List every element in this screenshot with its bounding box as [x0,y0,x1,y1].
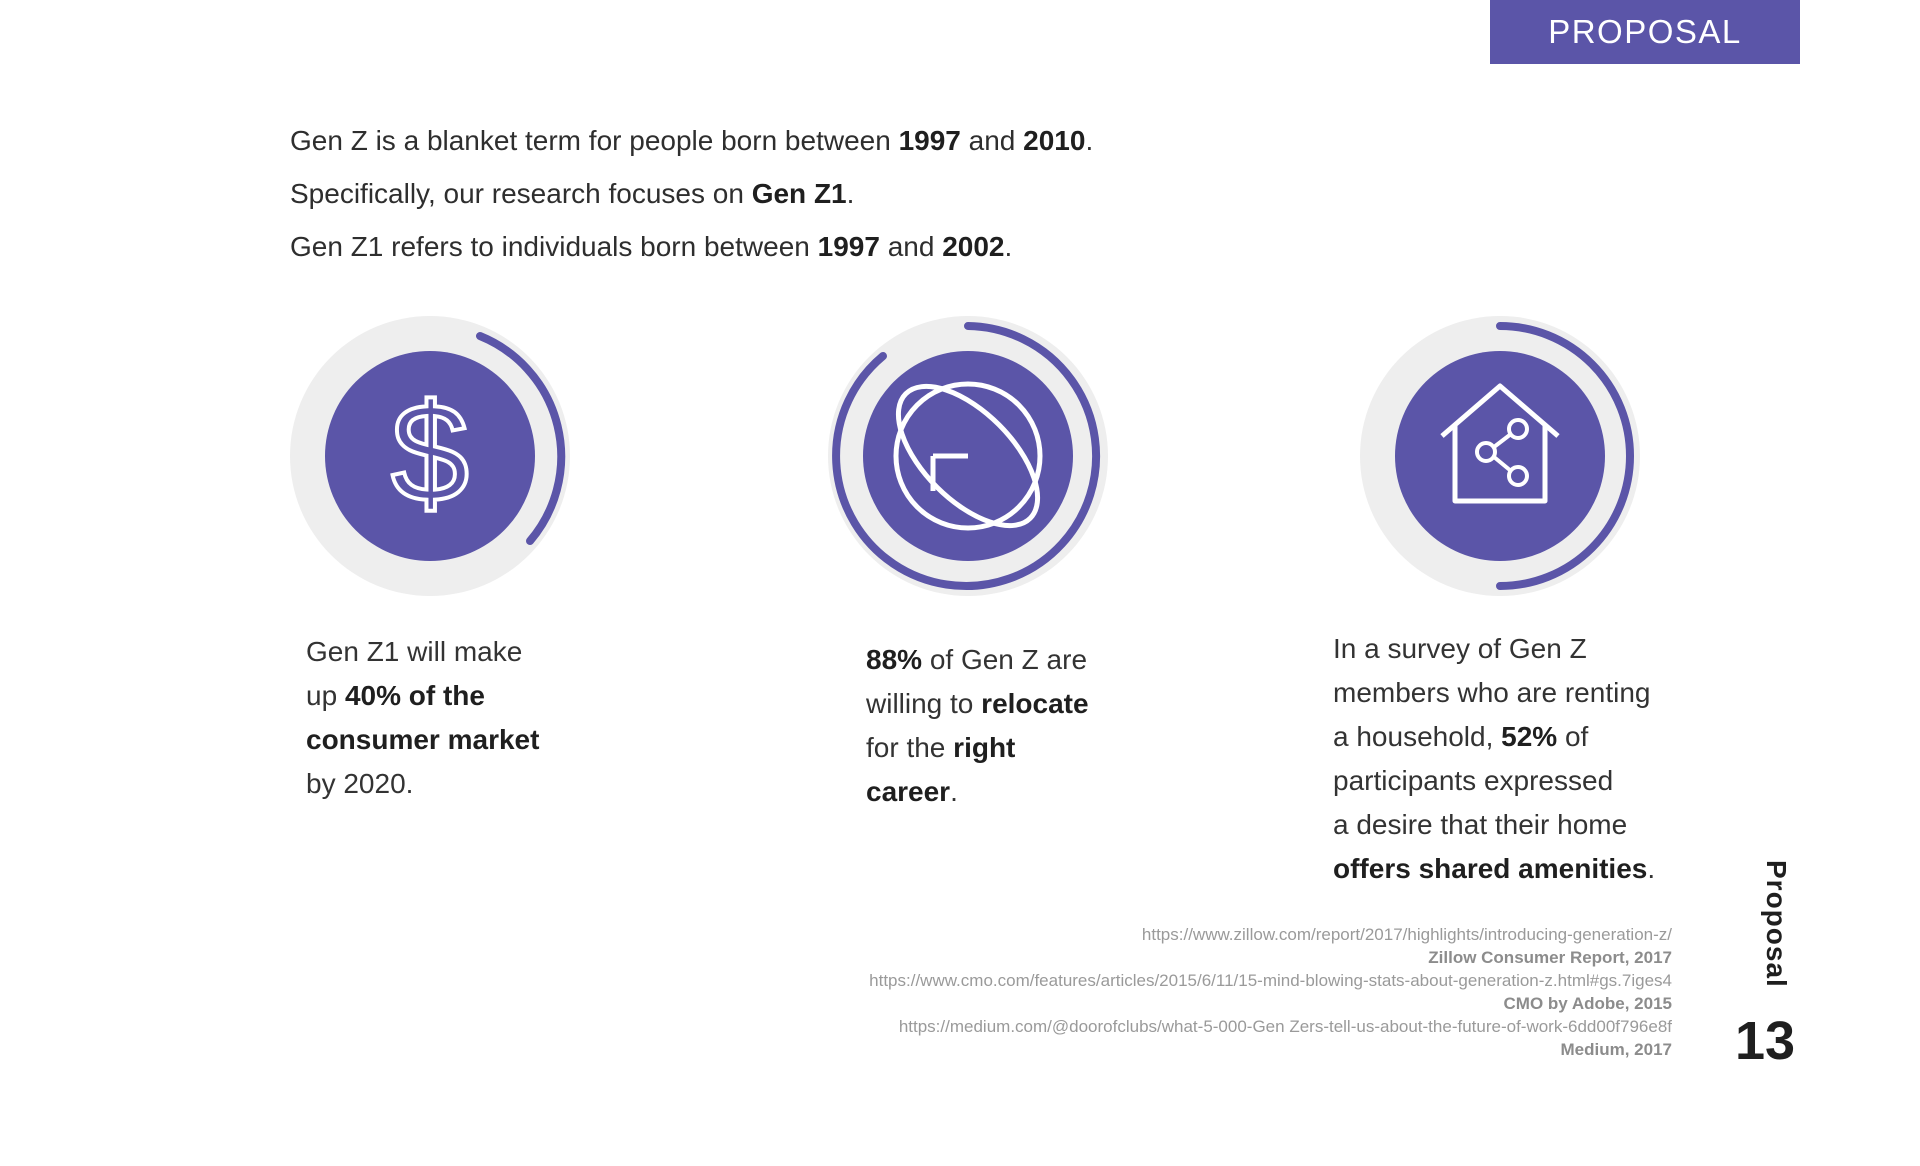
stat-relocate: 88% of Gen Z are willing to relocate for… [866,644,1089,807]
intro-line-2: Specifically, our research focuses on Ge… [290,178,855,209]
source-name: CMO by Adobe, 2015 [1503,994,1672,1013]
source-url[interactable]: https://medium.com/@doorofclubs/what-5-0… [898,1017,1672,1036]
section-side-label: Proposal [1761,860,1792,988]
source-url[interactable]: https://www.cmo.com/features/articles/20… [869,971,1672,990]
house-share-icon [1360,316,1640,596]
intro-line-1: Gen Z is a blanket term for people born … [290,125,1094,156]
dollar-icon: $ [290,316,570,596]
source-url[interactable]: https://www.zillow.com/report/2017/highl… [1141,925,1672,944]
section-banner: PROPOSAL [1490,0,1800,64]
globe-arrow-icon [828,316,1108,596]
source-name: Medium, 2017 [1560,1040,1673,1059]
svg-text:$: $ [391,374,469,531]
page-number: 13 [1734,1011,1796,1071]
intro-line-3: Gen Z1 refers to individuals born betwee… [290,231,1013,262]
intro-text: Gen Z is a blanket term for people born … [290,114,1093,273]
stat-market-share: Gen Z1 will make up 40% of the consumer … [306,636,540,799]
source-name: Zillow Consumer Report, 2017 [1428,948,1672,967]
sources-list: https://www.zillow.com/report/2017/highl… [869,923,1672,1061]
stat-shared-amenities: In a survey of Gen Z members who are ren… [1333,633,1656,884]
